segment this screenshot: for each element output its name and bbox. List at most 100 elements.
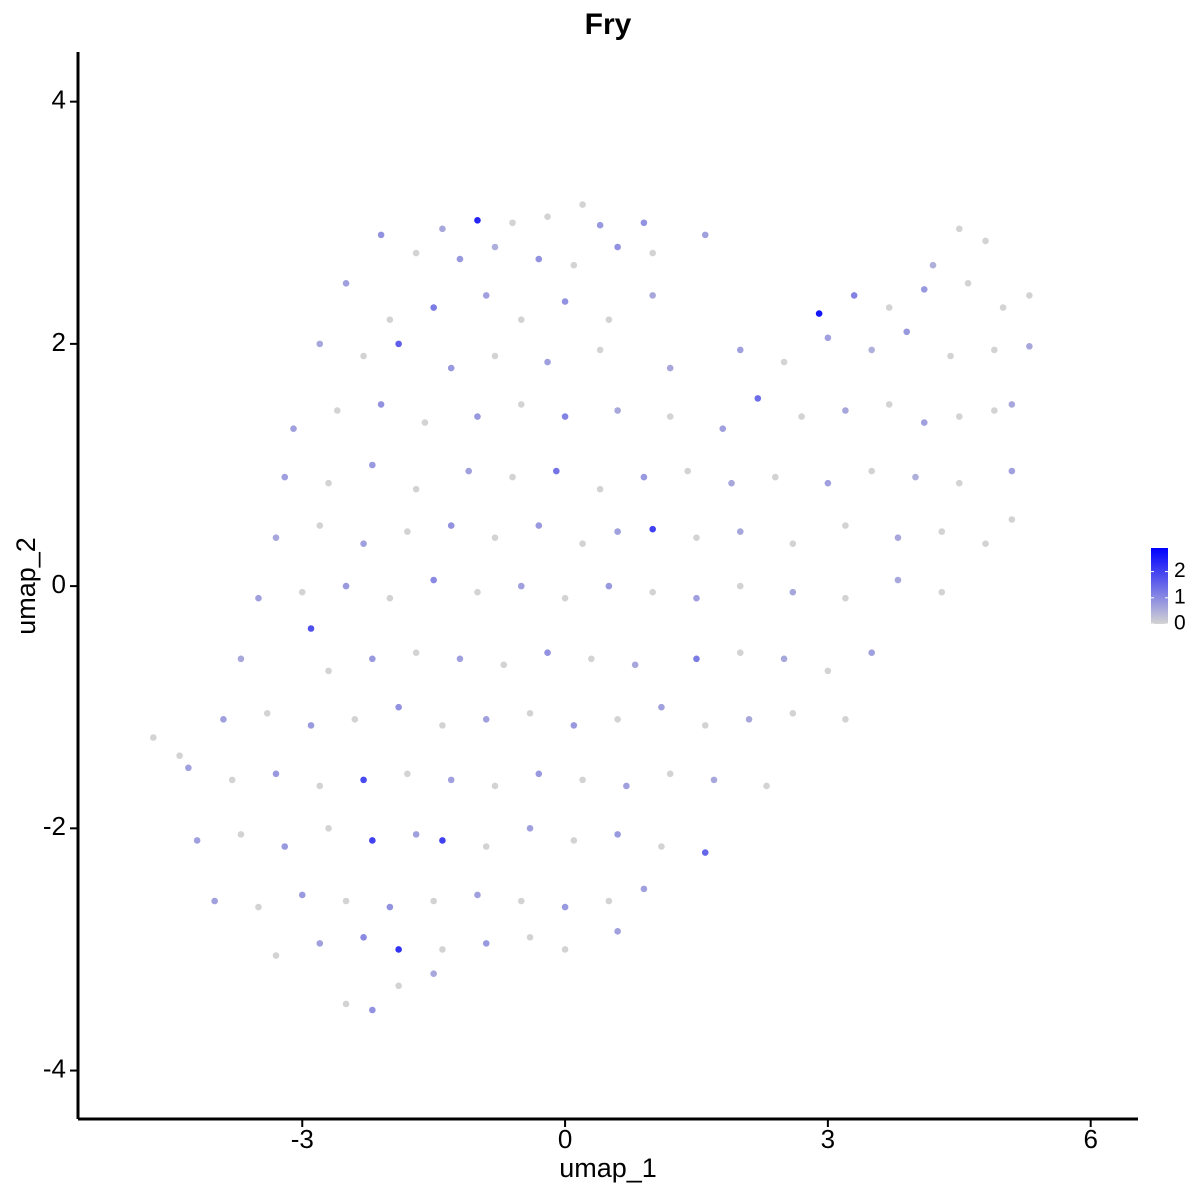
colorbar-tick-label: 0 [1174, 612, 1186, 635]
point [491, 243, 499, 251]
point [369, 837, 376, 844]
point [211, 897, 218, 905]
point [553, 467, 560, 475]
point [991, 346, 998, 354]
point [509, 219, 516, 227]
y-tick-label: 4 [52, 85, 66, 115]
point [456, 255, 464, 263]
point [570, 722, 578, 729]
point [588, 655, 595, 663]
point [1008, 467, 1016, 475]
point [316, 782, 324, 790]
point [938, 528, 946, 535]
point [842, 716, 849, 723]
point [955, 413, 963, 420]
point [649, 292, 656, 299]
point [850, 292, 858, 299]
point [150, 734, 157, 741]
point [342, 280, 350, 287]
point [237, 655, 245, 663]
point [955, 479, 963, 487]
point [982, 237, 989, 245]
point [421, 419, 429, 426]
point [482, 843, 490, 850]
point [894, 534, 902, 541]
point [798, 413, 805, 420]
point [351, 716, 359, 723]
point [342, 582, 350, 590]
point [255, 594, 262, 602]
point [649, 525, 656, 533]
point [272, 952, 280, 959]
point [430, 304, 437, 311]
point [666, 364, 674, 372]
point [404, 528, 411, 535]
point [614, 716, 621, 723]
point [938, 588, 946, 596]
point [281, 843, 289, 850]
point [763, 782, 770, 790]
point [745, 716, 753, 723]
point [272, 770, 280, 778]
point [316, 940, 324, 947]
point [570, 837, 578, 844]
point [666, 413, 674, 420]
point [220, 716, 227, 723]
point [614, 927, 621, 935]
point [561, 413, 569, 420]
point [474, 217, 481, 224]
point [640, 219, 648, 227]
point [561, 903, 569, 911]
y-tick-label: 2 [52, 327, 66, 357]
point [535, 255, 543, 263]
point [439, 225, 446, 233]
point [824, 479, 832, 487]
point [369, 461, 376, 469]
x-axis-label: umap_1 [559, 1153, 657, 1183]
point [491, 534, 499, 541]
point [263, 709, 271, 717]
point [439, 722, 446, 729]
point [325, 479, 332, 487]
point [482, 940, 490, 947]
point [868, 649, 875, 657]
point [307, 625, 315, 632]
point [509, 473, 516, 481]
point [176, 752, 183, 759]
point [885, 401, 893, 408]
point [535, 522, 543, 529]
point [596, 346, 604, 354]
point [666, 770, 674, 778]
y-axis-label: umap_2 [11, 537, 41, 635]
point [517, 401, 525, 408]
point [482, 292, 490, 299]
point [430, 576, 437, 584]
point [395, 703, 402, 711]
y-tick-label: 0 [52, 569, 66, 599]
point [789, 540, 797, 548]
point [325, 667, 332, 675]
point [290, 425, 297, 432]
point [360, 934, 367, 941]
x-tick-label: 0 [558, 1124, 572, 1154]
point [903, 328, 911, 336]
point [360, 776, 367, 784]
point [386, 594, 394, 602]
point [377, 401, 385, 408]
point [842, 407, 849, 414]
point [719, 425, 727, 432]
point [824, 667, 832, 675]
point [272, 534, 280, 541]
y-tick-label: -4 [43, 1053, 66, 1083]
point [1026, 343, 1033, 350]
point [255, 903, 262, 911]
point [684, 467, 692, 475]
point [561, 946, 569, 953]
point [316, 340, 324, 348]
x-tick-label: -3 [291, 1124, 314, 1154]
point [868, 467, 875, 475]
point [955, 225, 963, 233]
point [281, 473, 289, 481]
point [824, 334, 832, 342]
point [395, 946, 402, 953]
